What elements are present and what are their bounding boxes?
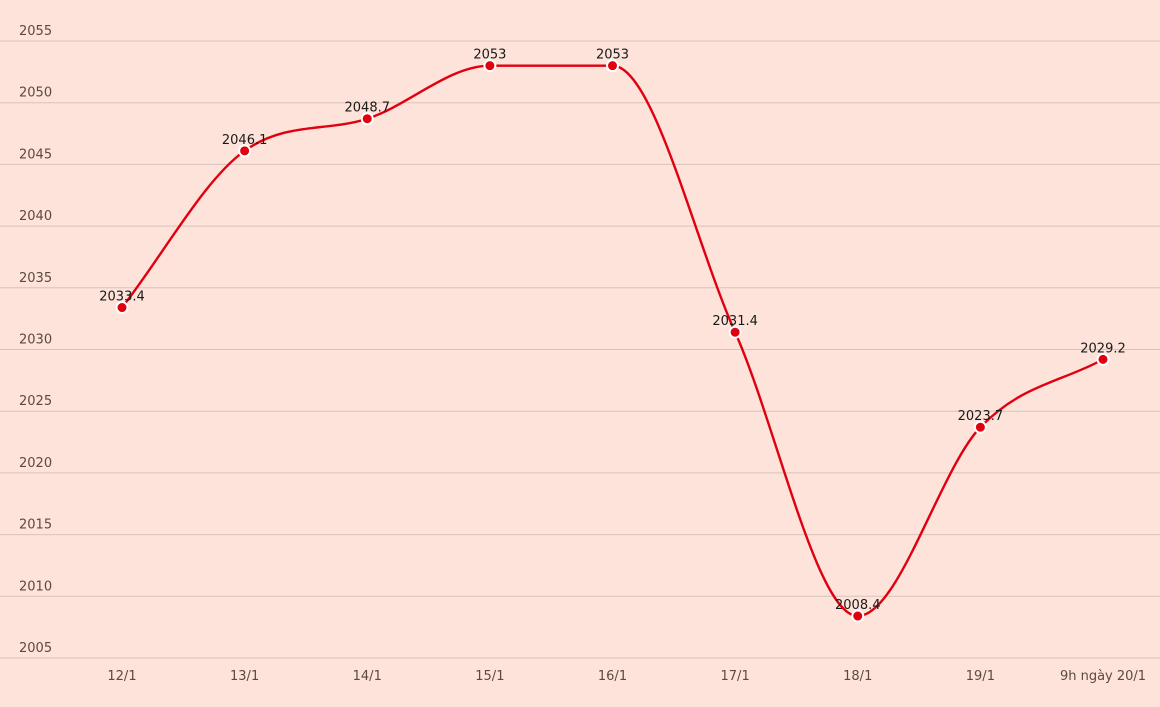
y-tick-label-2005: 2005 [19, 641, 52, 656]
y-tick-label-2030: 2030 [19, 333, 52, 348]
data-label: 2031.4 [712, 314, 758, 329]
y-tick-label-2050: 2050 [19, 86, 52, 101]
x-tick-label: 15/1 [475, 669, 504, 684]
data-point [238, 144, 252, 158]
grid [0, 40, 1160, 659]
data-point [973, 420, 987, 434]
series-layer [115, 59, 1110, 623]
y-tick-label-2040: 2040 [19, 209, 52, 224]
data-label: 2048.7 [345, 101, 391, 116]
data-label: 2029.2 [1080, 341, 1126, 356]
data-label: 2053 [473, 48, 506, 63]
data-point [1096, 352, 1110, 366]
data-label: 2046.1 [222, 133, 268, 148]
y-tick-label-2045: 2045 [19, 147, 52, 162]
data-point [606, 59, 619, 73]
data-point [851, 609, 865, 623]
data-point [115, 301, 129, 315]
data-point [728, 325, 742, 339]
data-label: 2023.7 [958, 409, 1004, 424]
x-tick-label: 9h ngày 20/1 [1060, 669, 1146, 684]
x-axis: 12/1 13/1 14/1 15/1 16/1 17/1 18/1 19/1 9h ngày … [107, 669, 1146, 684]
data-label: 2053 [596, 48, 629, 63]
data-point [483, 59, 497, 73]
data-label: 2033.4 [99, 290, 145, 305]
series-line-0 [121, 64, 1104, 618]
data-labels: 2033.4 2046.1 2048.7 2053 2053 2031.4 2008.4 20… [99, 48, 1126, 613]
data-label: 2008.4 [835, 598, 881, 613]
y-tick-label-2035: 2035 [19, 271, 52, 286]
y-tick-label-2055: 2055 [19, 24, 52, 39]
data-point [360, 112, 374, 126]
x-tick-label: 18/1 [843, 669, 872, 684]
y-tick-label-2010: 2010 [19, 579, 52, 594]
x-tick-label: 19/1 [966, 669, 995, 684]
y-tick-label-2020: 2020 [19, 456, 52, 471]
x-tick-label: 16/1 [598, 669, 627, 684]
y-tick-label-2015: 2015 [19, 518, 52, 533]
y-axis: 2005 2010 2015 2020 2025 2030 2035 2040 2045 2050… [19, 24, 52, 656]
x-tick-label: 13/1 [230, 669, 259, 684]
y-tick-label-2025: 2025 [19, 394, 52, 409]
x-tick-label: 14/1 [353, 669, 382, 684]
x-tick-label: 17/1 [721, 669, 750, 684]
x-tick-label: 12/1 [107, 669, 136, 684]
